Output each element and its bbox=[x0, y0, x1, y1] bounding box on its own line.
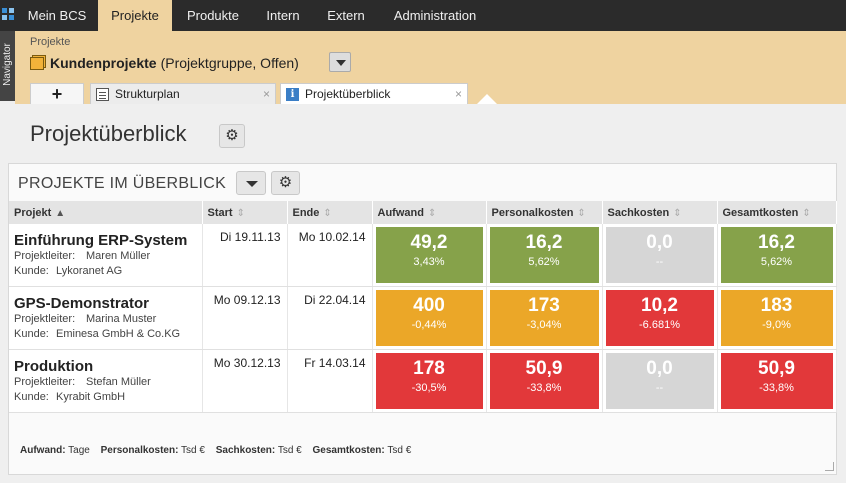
start-date: Mo 09.12.13 bbox=[202, 286, 288, 350]
nav-projekte[interactable]: Projekte bbox=[98, 0, 172, 31]
col-gesamtkosten[interactable]: Gesamtkosten ⇕ bbox=[717, 201, 837, 224]
navigator-label: Navigator bbox=[2, 43, 13, 86]
col-aufwand[interactable]: Aufwand ⇕ bbox=[372, 201, 487, 224]
project-customer: Kunde: Eminesa GmbH & Co.KG bbox=[14, 328, 181, 340]
units-legend: Aufwand: Tage Personalkosten: Tsd € Sach… bbox=[20, 445, 419, 456]
project-name[interactable]: GPS-Demonstrator bbox=[14, 295, 150, 312]
end-date: Fr 14.03.14 bbox=[287, 349, 373, 413]
project-dropdown-button[interactable] bbox=[329, 52, 351, 72]
nav-produkte[interactable]: Produkte bbox=[186, 8, 240, 23]
breadcrumb[interactable]: Projekte bbox=[30, 36, 71, 48]
legend-item: Gesamtkosten: Tsd € bbox=[312, 445, 412, 456]
page-settings-gear-icon[interactable]: ⚙ bbox=[219, 124, 245, 148]
kpi-sachkosten: 10,2 -6.681% bbox=[605, 290, 714, 346]
close-icon[interactable]: × bbox=[454, 87, 462, 101]
kpi-gesamtkosten: 50,9 -33,8% bbox=[720, 353, 833, 409]
nav-mein-bcs[interactable]: Mein BCS bbox=[27, 8, 87, 23]
app-logo-icon[interactable] bbox=[0, 0, 16, 31]
sort-icon: ⇕ bbox=[427, 207, 437, 219]
project-customer: Kunde: Lykoranet AG bbox=[14, 265, 123, 277]
end-date: Mo 10.02.14 bbox=[287, 224, 373, 287]
project-customer: Kunde: Kyrabit GmbH bbox=[14, 391, 126, 403]
projects-table: Projekt ▲ Start ⇕ Ende ⇕ Aufwand ⇕ Personalk… bbox=[9, 201, 837, 413]
col-personalkosten[interactable]: Personalkosten ⇕ bbox=[486, 201, 603, 224]
kpi-personalkosten: 173 -3,04% bbox=[489, 290, 599, 346]
kpi-sachkosten: 0,0 -- bbox=[605, 353, 714, 409]
project-name[interactable]: Produktion bbox=[14, 358, 94, 375]
start-date: Di 19.11.13 bbox=[202, 224, 288, 287]
col-ende[interactable]: Ende ⇕ bbox=[287, 201, 373, 224]
kpi-gesamtkosten: 183 -9,0% bbox=[720, 290, 833, 346]
tab-strukturplan[interactable]: Strukturplan × bbox=[90, 83, 276, 104]
project-title: Kundenprojekte (Projektgruppe, Offen) bbox=[30, 55, 299, 71]
legend-item: Personalkosten: Tsd € bbox=[100, 445, 205, 456]
project-subtitle: (Projektgruppe, Offen) bbox=[160, 55, 299, 71]
tab-projektueberblick[interactable]: i Projektüberblick × bbox=[280, 83, 468, 105]
table-row[interactable]: Einführung ERP-System Projektleiter: Mare… bbox=[9, 224, 837, 287]
sort-icon: ⇕ bbox=[323, 207, 332, 219]
project-name[interactable]: Einführung ERP-System bbox=[14, 232, 188, 249]
col-projekt[interactable]: Projekt ▲ bbox=[9, 201, 203, 224]
panel-title: PROJEKTE IM ÜBERBLICK bbox=[18, 175, 227, 192]
project-name: Kundenprojekte bbox=[50, 55, 157, 71]
nav-extern[interactable]: Extern bbox=[327, 8, 365, 23]
project-leader: Projektleiter: Maren Müller bbox=[14, 250, 151, 262]
kpi-aufwand: 400 -0,44% bbox=[375, 290, 483, 346]
tab-label: Strukturplan bbox=[115, 87, 180, 101]
structure-plan-icon bbox=[96, 88, 109, 101]
project-leader: Projektleiter: Marina Muster bbox=[14, 313, 157, 325]
kpi-sachkosten: 0,0 -- bbox=[605, 227, 714, 283]
col-sachkosten[interactable]: Sachkosten ⇕ bbox=[602, 201, 718, 224]
kpi-aufwand: 49,2 3,43% bbox=[375, 227, 483, 283]
table-row[interactable]: Produktion Projektleiter: Stefan Müller K… bbox=[9, 349, 837, 413]
sort-icon: ⇕ bbox=[577, 207, 586, 219]
close-icon[interactable]: × bbox=[262, 87, 270, 101]
nav-administration[interactable]: Administration bbox=[393, 8, 477, 23]
project-leader: Projektleiter: Stefan Müller bbox=[14, 376, 151, 388]
project-group-icon bbox=[30, 56, 44, 70]
start-date: Mo 30.12.13 bbox=[202, 349, 288, 413]
panel-dropdown-button[interactable] bbox=[236, 171, 266, 195]
sort-icon: ⇕ bbox=[802, 207, 811, 219]
legend-item: Aufwand: Tage bbox=[20, 445, 90, 456]
sort-asc-icon: ▲ bbox=[55, 207, 66, 219]
tab-notch bbox=[477, 94, 497, 104]
navigator-toggle[interactable]: Navigator bbox=[0, 31, 15, 101]
table-row[interactable]: GPS-Demonstrator Projektleiter: Marina Mu… bbox=[9, 286, 837, 350]
end-date: Di 22.04.14 bbox=[287, 286, 373, 350]
panel-resize-handle[interactable] bbox=[825, 462, 834, 471]
top-navigation: Mein BCS Projekte Produkte Intern Extern… bbox=[0, 0, 846, 31]
kpi-aufwand: 178 -30,5% bbox=[375, 353, 483, 409]
sort-icon: ⇕ bbox=[236, 207, 245, 219]
info-icon: i bbox=[286, 88, 299, 101]
table-header-row: Projekt ▲ Start ⇕ Ende ⇕ Aufwand ⇕ Personalk… bbox=[9, 201, 837, 224]
col-start[interactable]: Start ⇕ bbox=[202, 201, 288, 224]
panel-settings-gear-icon[interactable]: ⚙ bbox=[271, 171, 300, 195]
nav-intern[interactable]: Intern bbox=[266, 8, 300, 23]
sort-icon: ⇕ bbox=[673, 207, 682, 219]
page-title: Projektüberblick bbox=[30, 121, 187, 146]
add-tab-button[interactable]: + bbox=[30, 83, 84, 104]
kpi-gesamtkosten: 16,2 5,62% bbox=[720, 227, 833, 283]
tab-label: Projektüberblick bbox=[305, 87, 391, 101]
kpi-personalkosten: 50,9 -33,8% bbox=[489, 353, 599, 409]
kpi-personalkosten: 16,2 5,62% bbox=[489, 227, 599, 283]
legend-item: Sachkosten: Tsd € bbox=[215, 445, 302, 456]
